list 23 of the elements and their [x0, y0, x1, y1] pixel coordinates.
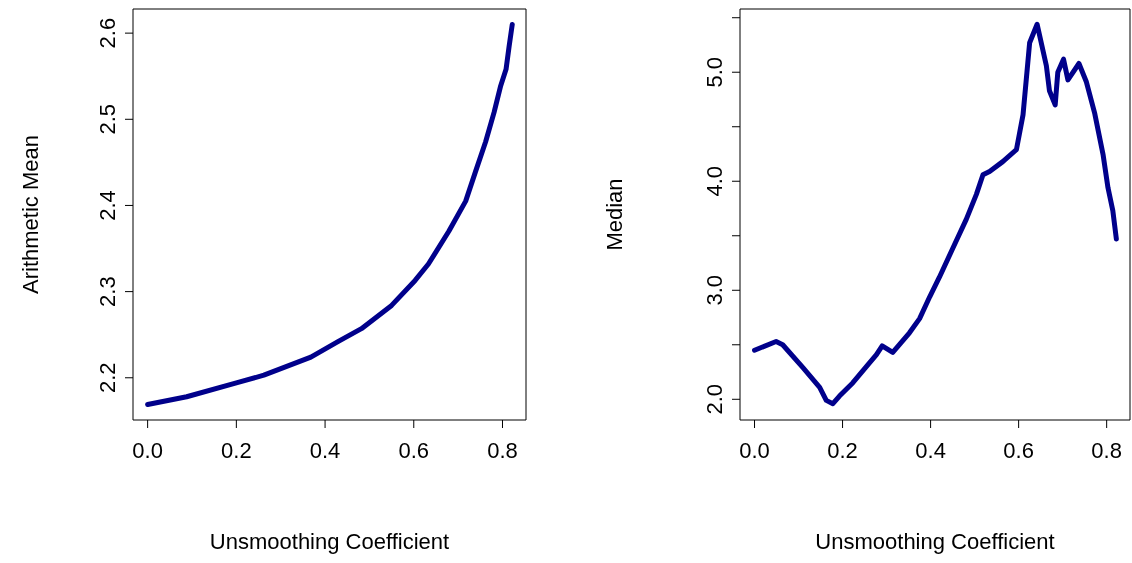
y-tick-label: 2.6 [95, 17, 120, 49]
x-axis-title: Unsmoothing Coefficient [209, 529, 450, 554]
x-tick-label: 0.2 [221, 437, 252, 463]
x-tick-label: 0.0 [739, 437, 770, 463]
x-tick-label: 0.8 [1091, 437, 1122, 463]
y-tick-label: 2.2 [95, 362, 120, 394]
x-tick-label: 0.8 [487, 437, 518, 463]
y-axis-title: Arithmetic Mean [17, 135, 43, 294]
x-tick-label: 0.4 [309, 437, 341, 463]
x-tick-label: 0.6 [1003, 437, 1034, 463]
y-tick-label: 2.3 [95, 276, 120, 307]
y-tick-label: 2.5 [95, 103, 120, 135]
x-tick-label: 0.6 [398, 437, 430, 463]
y-tick-label: 4.0 [702, 165, 727, 197]
x-axis-title: Unsmoothing Coefficient [815, 529, 1055, 554]
x-tick-label: 0.0 [132, 437, 163, 463]
y-tick-label: 2.0 [702, 383, 727, 415]
y-tick-label: 2.4 [95, 190, 120, 221]
x-tick-label: 0.2 [827, 437, 858, 463]
x-tick-label: 0.4 [915, 437, 946, 463]
y-tick-label: 3.0 [702, 274, 727, 306]
y-tick-label: 5.0 [702, 56, 727, 88]
y-axis-title: Median [601, 178, 627, 251]
